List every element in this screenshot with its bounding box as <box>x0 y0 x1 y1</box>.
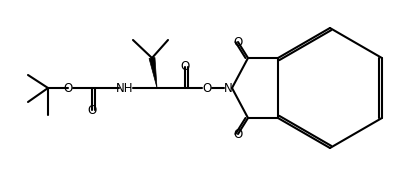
Text: O: O <box>63 81 73 95</box>
Text: O: O <box>87 104 97 116</box>
Text: O: O <box>233 36 243 48</box>
Text: O: O <box>233 128 243 140</box>
Polygon shape <box>149 57 157 88</box>
Text: O: O <box>180 61 190 73</box>
Text: O: O <box>202 81 212 95</box>
Text: NH: NH <box>116 81 134 95</box>
Text: N: N <box>224 81 233 95</box>
